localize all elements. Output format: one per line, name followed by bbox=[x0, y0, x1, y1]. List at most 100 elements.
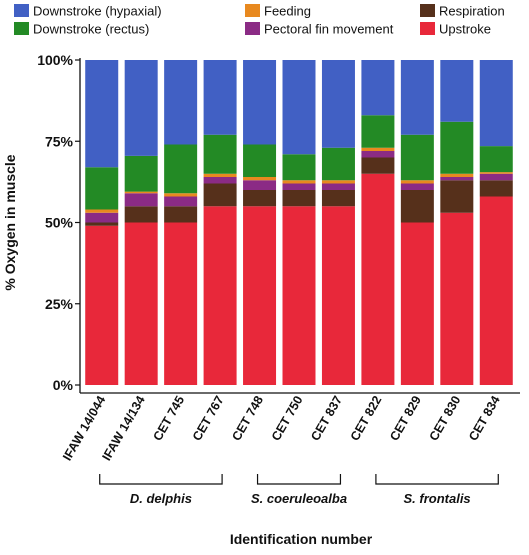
bar-feeding-cet-748 bbox=[243, 177, 277, 181]
bar-respiration-ifaw-14-134 bbox=[124, 206, 158, 223]
x-tick-label: CET 767 bbox=[190, 393, 227, 443]
bar-downstroke-hypaxial-cet-822 bbox=[361, 60, 395, 116]
legend-label-respiration: Respiration bbox=[439, 4, 505, 19]
x-tick-label: CET 750 bbox=[269, 393, 306, 443]
y-tick-label: 100% bbox=[37, 52, 73, 68]
x-axis-label: Identification number bbox=[230, 531, 373, 547]
bar-respiration-cet-767 bbox=[203, 183, 237, 207]
bar-feeding-ifaw-14-134 bbox=[124, 191, 158, 194]
group-label: D. delphis bbox=[130, 491, 192, 506]
bar-upstroke-cet-750 bbox=[282, 206, 316, 385]
bar-feeding-cet-822 bbox=[361, 147, 395, 151]
bar-downstroke-rectus-cet-837 bbox=[321, 147, 355, 181]
bar-pectoral-fin-movement-cet-748 bbox=[243, 180, 277, 190]
bar-downstroke-rectus-cet-822 bbox=[361, 115, 395, 148]
x-tick-label: CET 837 bbox=[308, 393, 345, 443]
bar-upstroke-cet-748 bbox=[243, 206, 277, 385]
bar-feeding-cet-829 bbox=[400, 180, 434, 184]
bar-pectoral-fin-movement-cet-745 bbox=[164, 196, 198, 207]
bar-downstroke-rectus-cet-834 bbox=[479, 146, 513, 173]
bar-feeding-cet-830 bbox=[440, 173, 474, 177]
legend-swatch-respiration bbox=[420, 4, 435, 17]
x-tick-label: CET 822 bbox=[348, 393, 385, 443]
y-axis-label: % Oxygen in muscle bbox=[2, 154, 18, 290]
bar-downstroke-rectus-cet-745 bbox=[164, 144, 198, 194]
bar-upstroke-cet-822 bbox=[361, 173, 395, 385]
group-bracket bbox=[375, 474, 499, 485]
x-tick-label: CET 829 bbox=[387, 393, 424, 443]
y-tick-label: 50% bbox=[45, 215, 74, 231]
bar-pectoral-fin-movement-cet-822 bbox=[361, 151, 395, 158]
bar-respiration-cet-829 bbox=[400, 190, 434, 223]
bar-downstroke-rectus-cet-767 bbox=[203, 134, 237, 174]
legend-label-upstroke: Upstroke bbox=[439, 22, 491, 37]
legend-label-pectoral-fin-movement: Pectoral fin movement bbox=[264, 22, 394, 37]
bar-downstroke-hypaxial-cet-834 bbox=[479, 60, 513, 147]
bar-downstroke-hypaxial-cet-837 bbox=[321, 60, 355, 148]
group-bracket bbox=[256, 474, 342, 485]
bar-downstroke-rectus-cet-830 bbox=[440, 121, 474, 174]
bar-pectoral-fin-movement-cet-767 bbox=[203, 177, 237, 184]
bar-respiration-ifaw-14-044 bbox=[85, 222, 119, 226]
bar-downstroke-rectus-cet-748 bbox=[243, 144, 277, 177]
bar-downstroke-hypaxial-cet-750 bbox=[282, 60, 316, 155]
bar-downstroke-hypaxial-ifaw-14-044 bbox=[85, 60, 119, 168]
bar-feeding-cet-834 bbox=[479, 172, 513, 174]
bar-pectoral-fin-movement-cet-750 bbox=[282, 183, 316, 190]
bar-pectoral-fin-movement-ifaw-14-044 bbox=[85, 212, 119, 223]
bar-pectoral-fin-movement-cet-829 bbox=[400, 183, 434, 190]
y-tick-label: 0% bbox=[53, 377, 74, 393]
bar-downstroke-rectus-cet-829 bbox=[400, 134, 434, 181]
bar-upstroke-cet-834 bbox=[479, 196, 513, 385]
bar-feeding-cet-745 bbox=[164, 193, 198, 197]
y-tick-label: 75% bbox=[45, 133, 74, 149]
bar-respiration-cet-822 bbox=[361, 157, 395, 174]
bar-downstroke-rectus-ifaw-14-134 bbox=[124, 155, 158, 192]
legend-label-downstroke-hypaxial: Downstroke (hypaxial) bbox=[33, 4, 162, 19]
bar-pectoral-fin-movement-cet-834 bbox=[479, 173, 513, 181]
bar-downstroke-hypaxial-ifaw-14-134 bbox=[124, 60, 158, 156]
bar-upstroke-cet-767 bbox=[203, 206, 237, 385]
bar-downstroke-hypaxial-cet-745 bbox=[164, 60, 198, 145]
group-label: S. coeruleoalba bbox=[251, 491, 347, 506]
legend-label-downstroke-rectus: Downstroke (rectus) bbox=[33, 22, 149, 37]
x-tick-label: CET 748 bbox=[229, 393, 266, 443]
legend-label-feeding: Feeding bbox=[264, 4, 311, 19]
bar-upstroke-ifaw-14-134 bbox=[124, 222, 158, 385]
bar-respiration-cet-745 bbox=[164, 206, 198, 223]
y-tick-label: 25% bbox=[45, 296, 74, 312]
bar-respiration-cet-830 bbox=[440, 180, 474, 213]
bar-pectoral-fin-movement-ifaw-14-134 bbox=[124, 193, 158, 207]
bar-upstroke-ifaw-14-044 bbox=[85, 225, 119, 385]
x-tick-label: CET 830 bbox=[427, 393, 464, 443]
bar-downstroke-hypaxial-cet-748 bbox=[243, 60, 277, 145]
legend-swatch-upstroke bbox=[420, 22, 435, 35]
group-bracket bbox=[99, 474, 223, 485]
bar-respiration-cet-750 bbox=[282, 190, 316, 207]
x-tick-label: CET 745 bbox=[150, 393, 187, 443]
bar-downstroke-rectus-ifaw-14-044 bbox=[85, 167, 119, 210]
bar-feeding-cet-767 bbox=[203, 173, 237, 177]
x-tick-label: CET 834 bbox=[466, 393, 503, 443]
bar-feeding-cet-750 bbox=[282, 180, 316, 184]
bar-feeding-ifaw-14-044 bbox=[85, 209, 119, 213]
group-label: S. frontalis bbox=[403, 491, 470, 506]
x-tick-label: IFAW 14/134 bbox=[100, 393, 148, 463]
bar-respiration-cet-834 bbox=[479, 180, 513, 197]
bar-upstroke-cet-829 bbox=[400, 222, 434, 385]
bar-upstroke-cet-837 bbox=[321, 206, 355, 385]
legend-swatch-downstroke-hypaxial bbox=[14, 4, 29, 17]
bar-pectoral-fin-movement-cet-837 bbox=[321, 183, 355, 190]
legend-swatch-downstroke-rectus bbox=[14, 22, 29, 35]
bar-downstroke-hypaxial-cet-830 bbox=[440, 60, 474, 122]
bar-respiration-cet-748 bbox=[243, 190, 277, 207]
bar-pectoral-fin-movement-cet-830 bbox=[440, 177, 474, 181]
bar-downstroke-hypaxial-cet-767 bbox=[203, 60, 237, 135]
legend-swatch-feeding bbox=[245, 4, 260, 17]
bar-upstroke-cet-830 bbox=[440, 212, 474, 385]
bar-respiration-cet-837 bbox=[321, 190, 355, 207]
bar-feeding-cet-837 bbox=[321, 180, 355, 184]
bar-upstroke-cet-745 bbox=[164, 222, 198, 385]
legend-swatch-pectoral-fin-movement bbox=[245, 22, 260, 35]
